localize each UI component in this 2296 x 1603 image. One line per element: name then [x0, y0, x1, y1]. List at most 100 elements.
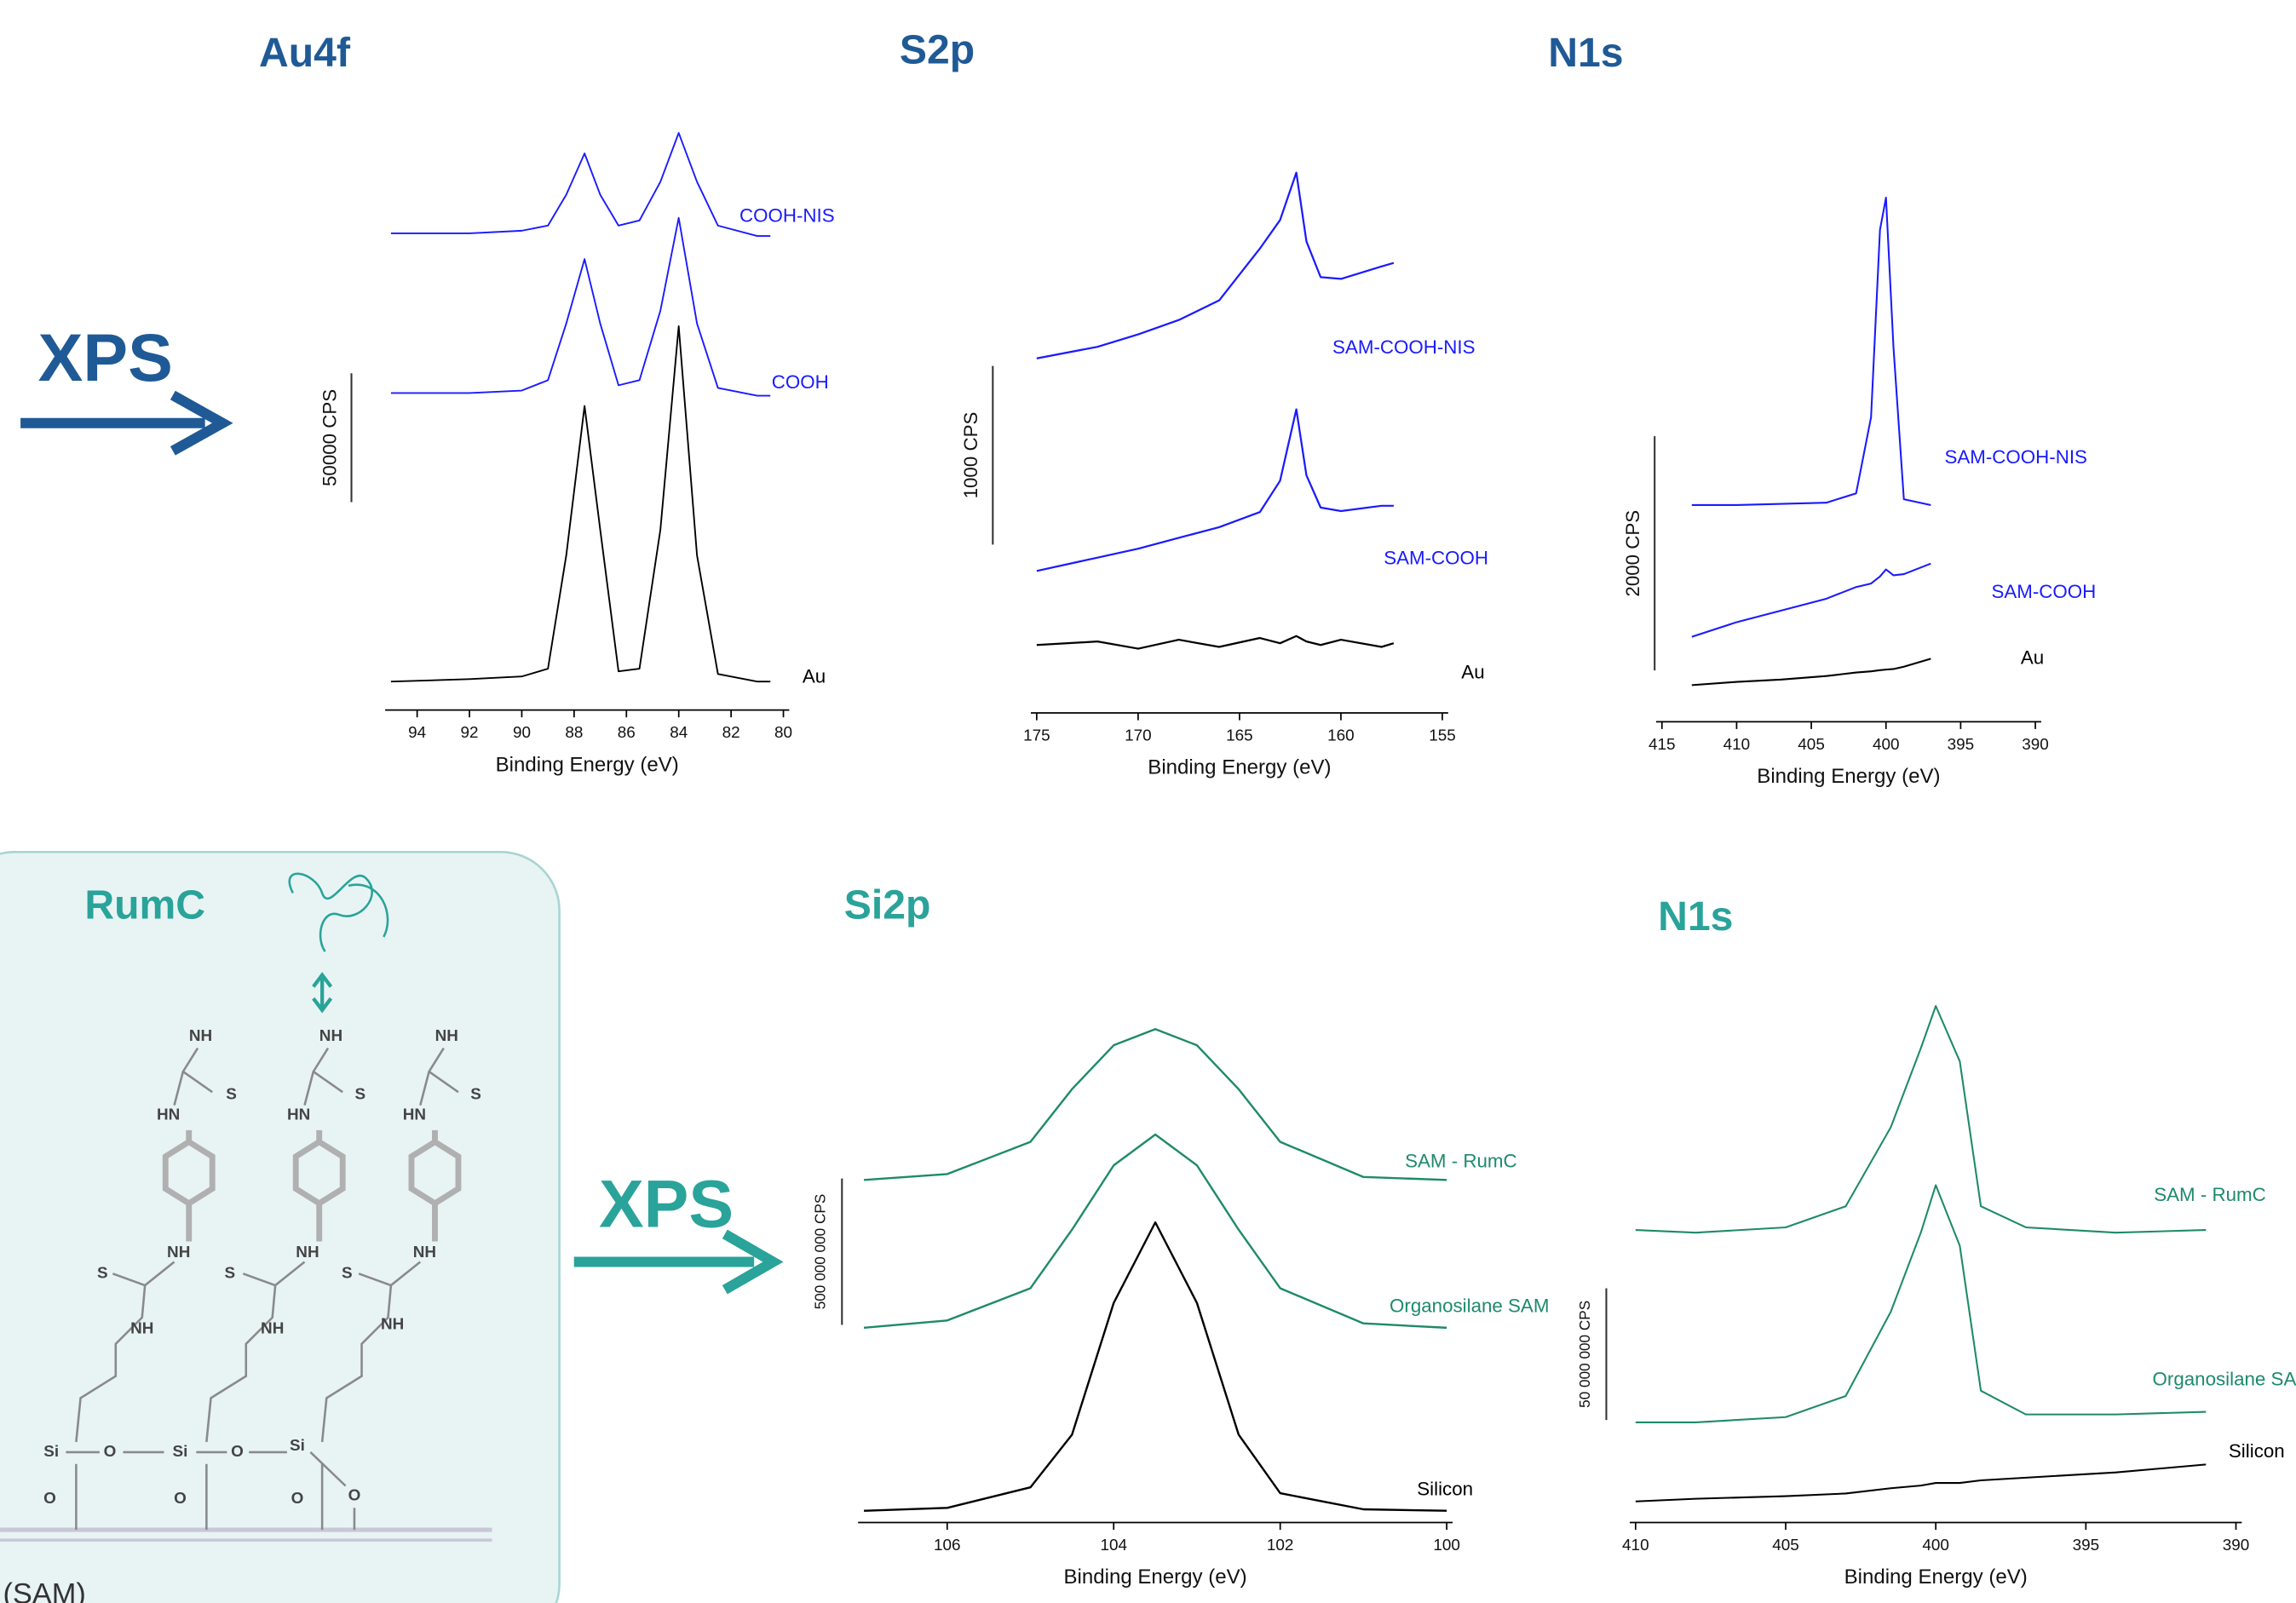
x-tick-label: 155: [1429, 727, 1456, 745]
spectrum-line: [1691, 562, 1931, 638]
x-tick-label: 415: [1649, 736, 1676, 754]
series-label: SAM - RumC: [1405, 1151, 1517, 1172]
x-tick-label: 390: [2223, 1537, 2250, 1554]
chart-title: N1s: [1658, 893, 1733, 939]
scale-bar-label: 2000 CPS: [1622, 510, 1643, 597]
series-label: SAM-COOH: [1991, 581, 2096, 602]
atom-label: O: [104, 1443, 117, 1461]
bond: [320, 1261, 422, 1531]
series-label: Silicon: [2229, 1440, 2285, 1462]
x-tick-label: 94: [408, 724, 426, 742]
atom-label: NH: [435, 1027, 458, 1045]
x-tick-label: 90: [513, 724, 531, 742]
spectrum-line: [1036, 171, 1395, 359]
x-tick-label: 170: [1125, 727, 1152, 745]
arrow: [20, 390, 233, 456]
x-tick-label: 390: [2022, 736, 2049, 754]
xps-label: XPS: [38, 319, 173, 395]
atom-label: NH: [261, 1320, 284, 1338]
x-tick-label: 88: [565, 724, 583, 742]
x-tick-label: 104: [1100, 1537, 1127, 1554]
series-label: SAM-COOH-NIS: [1332, 336, 1475, 358]
x-tick-label: 395: [2073, 1537, 2100, 1554]
x-tick-label: 106: [934, 1537, 961, 1554]
bond: [173, 1047, 213, 1106]
series-label: Organosilane SAM: [1390, 1296, 1549, 1317]
atom-label: NH: [130, 1320, 153, 1338]
chart-title: S2p: [900, 27, 975, 73]
xps-label: XPS: [599, 1166, 734, 1242]
atom-label: S: [226, 1086, 237, 1104]
x-tick-label: 102: [1267, 1537, 1294, 1554]
chart-title: N1s: [1548, 30, 1623, 76]
spectrum-line: [390, 132, 771, 238]
chart-title: Au4f: [259, 30, 351, 76]
atom-label: O: [348, 1487, 361, 1505]
bond: [419, 1047, 459, 1106]
x-tick-label: 395: [1948, 736, 1975, 754]
series-label: Organosilane SAM: [2153, 1369, 2296, 1390]
atom-label: HN: [403, 1106, 426, 1124]
x-tick-label: 175: [1023, 727, 1050, 745]
chart-title: Si2p: [844, 882, 931, 928]
atom-label: O: [174, 1490, 187, 1508]
atom-label: S: [355, 1086, 366, 1104]
x-tick-label: 165: [1226, 727, 1253, 745]
spectrum-line: [1691, 196, 1931, 506]
atom-label: NH: [167, 1244, 190, 1261]
spectrum-line: [1691, 658, 1931, 687]
diagram-title: RumC: [84, 882, 205, 928]
spectrum-line: [390, 325, 771, 683]
x-axis-label: Binding Energy (eV): [1063, 1566, 1246, 1589]
series-label: SAM-COOH: [1384, 547, 1488, 568]
series-label: Au: [1461, 662, 1484, 683]
x-tick-label: 410: [1622, 1537, 1649, 1554]
bond: [303, 1047, 343, 1106]
atom-label: NH: [381, 1315, 404, 1333]
spectrum-line: [1635, 1184, 2207, 1423]
spectrum-line: [1635, 1463, 2207, 1502]
x-tick-label: 82: [722, 724, 740, 742]
spectrum-line: [1635, 1005, 2207, 1234]
x-tick-label: 405: [1772, 1537, 1799, 1554]
panel-background: [0, 851, 561, 1603]
spectrum-line: [863, 1028, 1447, 1181]
series-label: Au: [2021, 646, 2044, 668]
atom-label: S: [342, 1264, 353, 1282]
x-tick-label: 400: [1873, 736, 1900, 754]
benzene: [292, 1129, 346, 1242]
series-label: Silicon: [1417, 1479, 1473, 1500]
series-label: SAM - RumC: [2154, 1184, 2266, 1205]
series-label: SAM-COOH-NIS: [1944, 446, 2086, 468]
x-axis-label: Binding Energy (eV): [496, 753, 679, 776]
atom-label: S: [470, 1086, 481, 1104]
benzene: [408, 1129, 462, 1242]
scale-bar-label: 50000 CPS: [319, 389, 340, 486]
arrow: [573, 1229, 784, 1295]
atom-label: O: [291, 1490, 304, 1508]
x-tick-label: 160: [1327, 727, 1355, 745]
atom-label: HN: [287, 1106, 310, 1124]
benzene: [162, 1129, 216, 1242]
x-tick-label: 410: [1723, 736, 1751, 754]
x-tick-label: 92: [461, 724, 479, 742]
spectrum-line: [1036, 408, 1394, 572]
atom-label: HN: [157, 1106, 180, 1124]
x-tick-label: 86: [618, 724, 636, 742]
series-label: Au: [803, 666, 826, 687]
spectrum-line: [863, 1133, 1447, 1330]
scale-bar-label: 1000 CPS: [960, 412, 981, 499]
series-label: COOH: [772, 371, 829, 393]
atom-label: NH: [296, 1244, 319, 1261]
x-tick-label: 405: [1798, 736, 1825, 754]
atom-label: S: [225, 1264, 236, 1282]
x-axis-label: Binding Energy (eV): [1148, 756, 1331, 779]
atom-label: Si: [172, 1443, 187, 1461]
scale-bar-label: 50 000 000 CPS: [1576, 1301, 1593, 1408]
bond: [205, 1261, 306, 1531]
x-tick-label: 84: [670, 724, 688, 742]
x-axis-label: Binding Energy (eV): [1757, 765, 1940, 788]
scale-bar-label: 500 000 000 CPS: [812, 1194, 829, 1310]
